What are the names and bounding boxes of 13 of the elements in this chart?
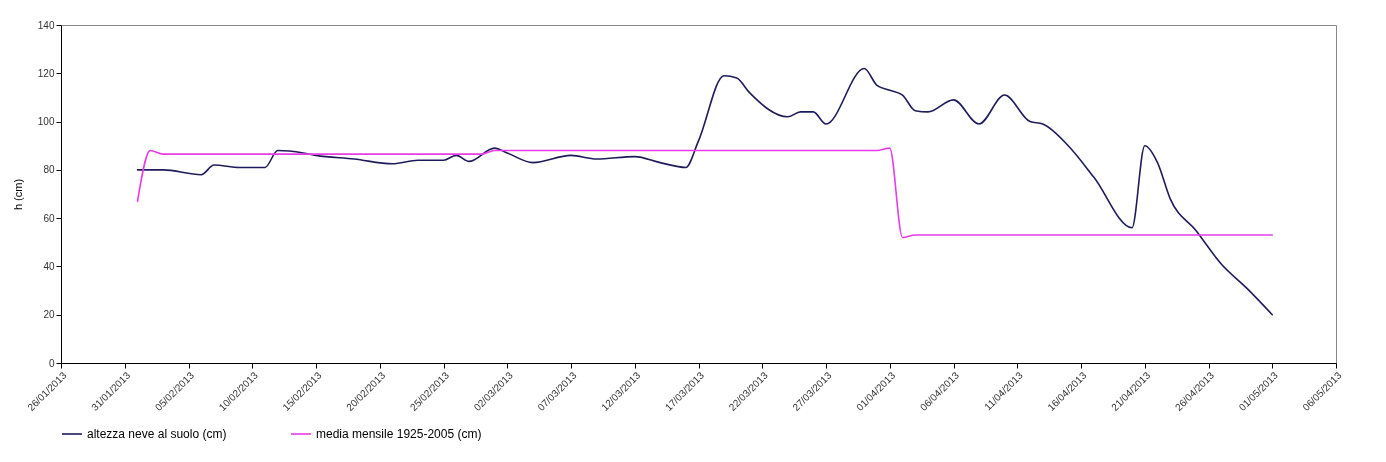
y-tick-label: 20: [43, 309, 55, 321]
y-tick-label: 80: [43, 164, 55, 176]
y-tick-label: 120: [37, 67, 55, 79]
y-tick-label: 40: [43, 260, 55, 272]
legend-label: media mensile 1925-2005 (cm): [316, 427, 482, 441]
line-series: [136, 67, 1274, 316]
y-tick-label: 100: [37, 116, 55, 128]
y-tick-label: 60: [43, 212, 55, 224]
line-series: [136, 147, 1274, 239]
y-axis-title: h (cm): [11, 178, 24, 211]
legend-label: altezza neve al suolo (cm): [87, 427, 227, 441]
y-tick-label: 0: [48, 357, 55, 369]
y-tick-label: 140: [37, 19, 55, 31]
